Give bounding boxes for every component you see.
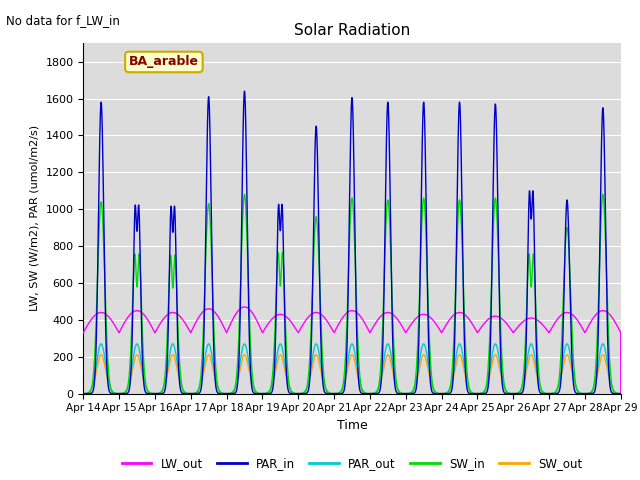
Text: No data for f_LW_in: No data for f_LW_in	[6, 14, 120, 27]
Y-axis label: LW, SW (W/m2), PAR (umol/m2/s): LW, SW (W/m2), PAR (umol/m2/s)	[30, 125, 40, 312]
X-axis label: Time: Time	[337, 419, 367, 432]
Legend: LW_out, PAR_in, PAR_out, SW_in, SW_out: LW_out, PAR_in, PAR_out, SW_in, SW_out	[117, 452, 587, 475]
Text: BA_arable: BA_arable	[129, 56, 199, 69]
Title: Solar Radiation: Solar Radiation	[294, 23, 410, 38]
